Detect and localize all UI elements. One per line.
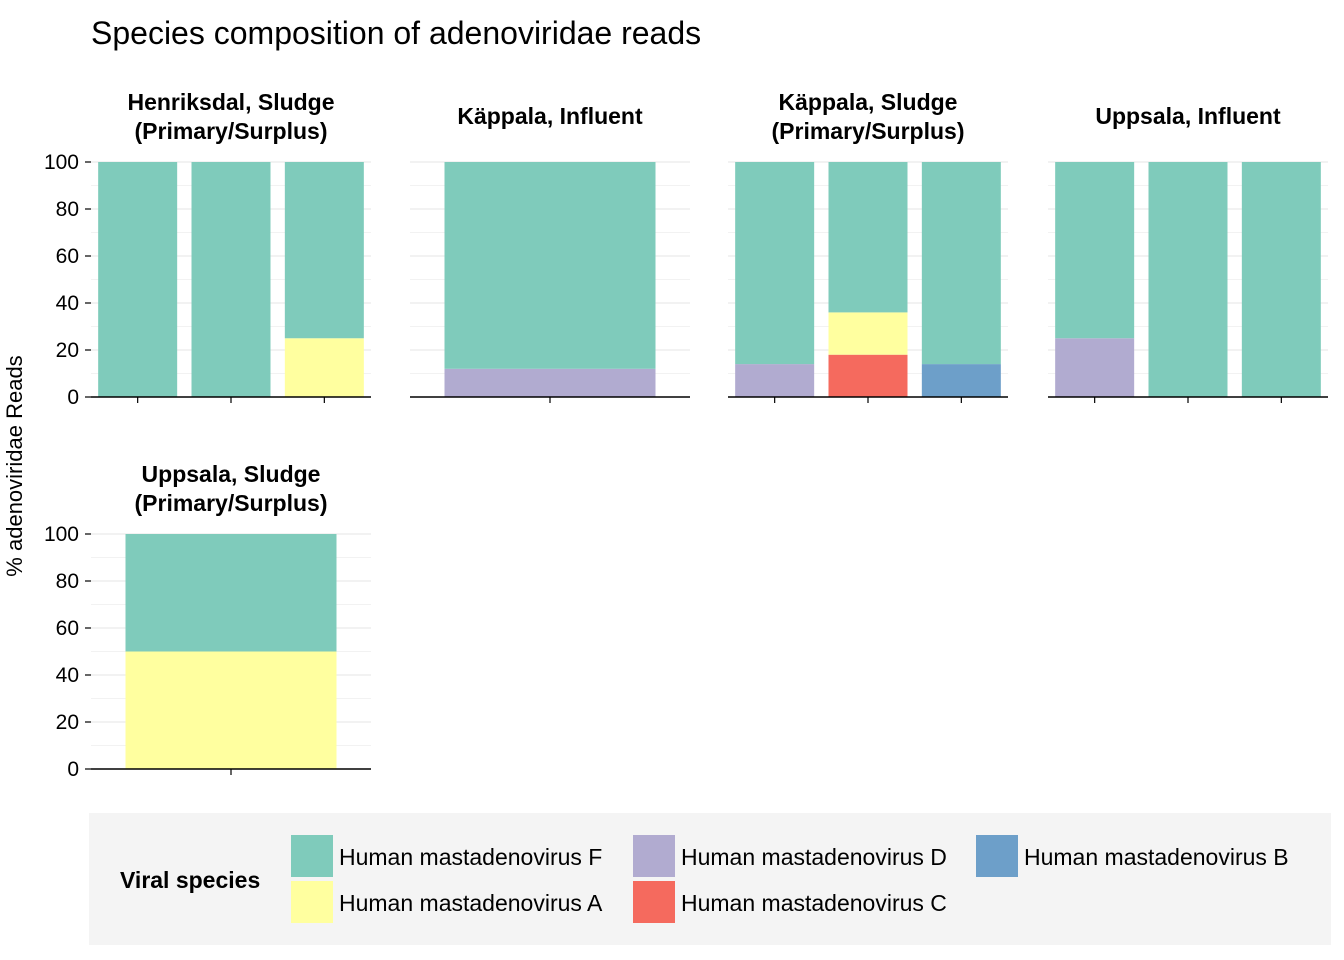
legend-background [89,813,1331,945]
y-tick-label: 60 [56,245,79,268]
legend-entry: Human mastadenovirus B [976,835,1289,877]
y-tick-label: 60 [56,617,79,640]
y-axis-label: % adenoviridae Reads [2,355,27,576]
legend-label: Human mastadenovirus C [681,890,947,916]
bar-segment [1055,338,1135,397]
facet-panel: Käppala, Influent [410,103,690,403]
bar-segment [921,162,1001,365]
facet-title: Uppsala, Sludge [142,461,321,487]
facet-panel: Käppala, Sludge (Primary/Surplus) [728,89,1008,403]
facet-title: (Primary/Surplus) [135,118,328,144]
bar-segment [828,312,908,355]
y-tick-label: 20 [56,339,79,362]
chart-title: Species composition of adenoviridae read… [91,15,701,51]
legend-label: Human mastadenovirus B [1024,844,1289,870]
bar-segment [828,162,908,313]
y-tick-label: 0 [67,758,79,781]
y-tick-label: 20 [56,711,79,734]
bar-segment [1241,162,1321,397]
legend: Viral species Human mastadenovirus F Huma… [89,813,1331,945]
legend-swatch [976,835,1018,877]
legend-swatch [633,881,675,923]
legend-entry: Human mastadenovirus F [291,835,602,877]
facet-panel: Uppsala, Influent [1048,103,1328,403]
facet-title: Henriksdal, Sludge [127,89,334,115]
legend-label: Human mastadenovirus A [339,890,603,916]
facet-title: (Primary/Surplus) [135,490,328,516]
y-tick-label: 80 [56,570,79,593]
facet-panels: Henriksdal, Sludge (Primary/Surplus) 0 20 40… [44,89,1328,781]
facet-panel: Henriksdal, Sludge (Primary/Surplus) 0 20 40… [44,89,371,409]
bar-segment [444,162,656,369]
bar-segment [284,162,364,339]
legend-swatch [291,881,333,923]
bar-segment [735,364,815,397]
bar-segment [1055,162,1135,339]
legend-swatch [291,835,333,877]
y-tick-label: 40 [56,664,79,687]
bar-segment [98,162,178,397]
facet-title: Uppsala, Influent [1095,103,1281,129]
legend-entry: Human mastadenovirus D [633,835,947,877]
bar-segment [828,354,908,397]
bar-segment [1148,162,1228,397]
bar-segment [125,534,337,652]
bar-segment [125,651,337,769]
legend-label: Human mastadenovirus F [339,844,602,870]
facet-title: Käppala, Sludge [779,89,958,115]
y-tick-label: 100 [44,151,79,174]
legend-items: Human mastadenovirus F Human mastadenovir… [291,835,1289,923]
y-tick-label: 0 [67,386,79,409]
legend-entry: Human mastadenovirus A [291,881,603,923]
facet-title: (Primary/Surplus) [772,118,965,144]
facet-title: Käppala, Influent [457,103,643,129]
y-tick-label: 100 [44,523,79,546]
bar-segment [735,162,815,365]
legend-entry: Human mastadenovirus C [633,881,947,923]
facet-panel: Uppsala, Sludge (Primary/Surplus) 0 20 40 60 8… [44,461,371,781]
y-tick-label: 40 [56,292,79,315]
legend-label: Human mastadenovirus D [681,844,947,870]
legend-swatch [633,835,675,877]
bar-segment [921,364,1001,397]
legend-title: Viral species [120,867,260,893]
bar-segment [284,338,364,397]
bar-segment [444,368,656,397]
y-tick-label: 80 [56,198,79,221]
bar-segment [191,162,271,397]
